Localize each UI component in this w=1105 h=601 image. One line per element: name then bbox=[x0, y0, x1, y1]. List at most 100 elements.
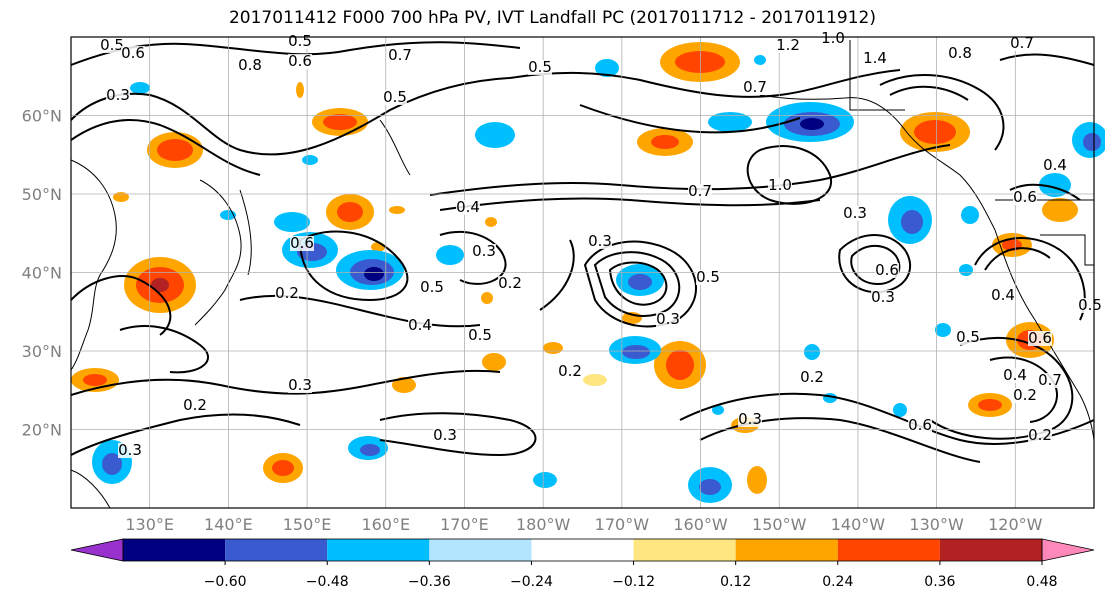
contour-label-bg bbox=[183, 398, 207, 413]
colorbar-labels: −0.60 −0.48 −0.36 −0.24 −0.12 0.12 0.24 0.36 0.4… bbox=[204, 561, 1058, 590]
contour-label-bg bbox=[238, 58, 262, 73]
contour-label-bg bbox=[1028, 331, 1052, 346]
contour-label: 0.3 bbox=[656, 310, 680, 328]
longitude-label: 120°W bbox=[988, 515, 1043, 534]
colorbar-segment bbox=[123, 539, 226, 561]
contour-label: 0.5 bbox=[100, 36, 124, 54]
longitude-label: 180°W bbox=[516, 515, 571, 534]
colorbar-segment bbox=[735, 539, 838, 561]
positive-anomalies bbox=[71, 42, 1078, 494]
contour-label-bg bbox=[743, 80, 767, 95]
contour-label: 0.2 bbox=[1013, 386, 1037, 404]
contour-label-bg bbox=[288, 34, 312, 49]
contour-label-bg bbox=[821, 31, 845, 46]
contour-label: 0.2 bbox=[498, 274, 522, 292]
contour-label-bg bbox=[433, 428, 457, 443]
colorbar-segment bbox=[837, 539, 940, 561]
contour-label-bg bbox=[456, 200, 480, 215]
longitude-labels: 130°E 140°E 150°E 160°E 170°E 180°W 170°W 160°W… bbox=[125, 515, 1042, 534]
colorbar-tick-label: −0.12 bbox=[612, 574, 655, 590]
contour-label-bg bbox=[288, 54, 312, 69]
contour-label: 0.3 bbox=[433, 426, 457, 444]
contour-label-bg bbox=[288, 378, 312, 393]
colorbar-outline bbox=[122, 538, 1043, 562]
contour-label-bg bbox=[908, 418, 932, 433]
contour-labels: 0.50.60.80.30.50.60.50.70.50.71.2 1.01.4 0… bbox=[100, 29, 1102, 459]
longitude-label: 160°W bbox=[673, 515, 728, 534]
longitude-label: 130°W bbox=[909, 515, 964, 534]
longitude-label: 170°W bbox=[595, 515, 650, 534]
contour-label-bg bbox=[843, 206, 867, 221]
contour-label-bg bbox=[776, 38, 800, 53]
latitude-labels: 60°N 50°N 40°N 30°N 20°N bbox=[22, 107, 62, 440]
contour-label-bg bbox=[290, 236, 314, 251]
colorbar-tick-label: −0.36 bbox=[408, 574, 451, 590]
contour-label: 0.2 bbox=[275, 284, 299, 302]
contour-label-bg bbox=[420, 280, 444, 295]
contour-label: 0.7 bbox=[688, 182, 712, 200]
contour-label-bg bbox=[121, 46, 145, 61]
contour-label: 0.3 bbox=[738, 410, 762, 428]
contour-label: 0.5 bbox=[696, 268, 720, 286]
contour-label: 0.5 bbox=[468, 326, 492, 344]
gridlines bbox=[71, 37, 1094, 508]
contour-label-bg bbox=[106, 88, 130, 103]
contour-label-bg bbox=[1078, 298, 1102, 313]
colorbar-max-extension bbox=[1041, 538, 1095, 562]
contour-label: 0.3 bbox=[118, 441, 142, 459]
colorbar-segment bbox=[531, 539, 634, 561]
contour-label: 0.7 bbox=[743, 78, 767, 96]
anomaly-shading bbox=[71, 42, 1105, 503]
contour-label-bg bbox=[656, 312, 680, 327]
latitude-label: 30°N bbox=[22, 342, 62, 361]
contour-label: 0.6 bbox=[875, 261, 899, 279]
negative-anomalies bbox=[92, 55, 1105, 503]
latitude-label: 60°N bbox=[22, 107, 62, 126]
contour-label-bg bbox=[528, 60, 552, 75]
colorbar-segment bbox=[327, 539, 430, 561]
contour-label-bg bbox=[1013, 190, 1037, 205]
contour-label: 0.3 bbox=[843, 204, 867, 222]
contour-label-bg bbox=[388, 48, 412, 63]
contour-label: 0.5 bbox=[956, 328, 980, 346]
contour-label-bg bbox=[558, 364, 582, 379]
colorbar-tick-label: 0.12 bbox=[720, 574, 751, 590]
contour-label-bg bbox=[1038, 373, 1062, 388]
colorbar-tick-label: −0.24 bbox=[510, 574, 553, 590]
colorbar-segment bbox=[633, 539, 736, 561]
latitude-label: 20°N bbox=[22, 421, 62, 440]
contour-label-bg bbox=[800, 370, 824, 385]
longitude-label: 170°E bbox=[440, 515, 489, 534]
contour-label-bg bbox=[948, 46, 972, 61]
contour-label-bg bbox=[1010, 36, 1034, 51]
contour-label: 1.2 bbox=[776, 36, 800, 54]
contour-label: 0.4 bbox=[456, 198, 480, 216]
contour-label: 0.2 bbox=[800, 368, 824, 386]
contour-label: 0.7 bbox=[1010, 34, 1034, 52]
contour-label-bg bbox=[1028, 428, 1052, 443]
contour-label: 0.4 bbox=[408, 316, 432, 334]
contour-label: 0.5 bbox=[288, 32, 312, 50]
contour-label: 0.4 bbox=[1043, 156, 1067, 174]
contour-label: 0.5 bbox=[383, 88, 407, 106]
contour-label-bg bbox=[588, 234, 612, 249]
colorbar-min-extension bbox=[70, 538, 124, 562]
contour-label-bg bbox=[863, 51, 887, 66]
latitude-label: 40°N bbox=[22, 264, 62, 283]
contour-label: 0.8 bbox=[238, 56, 262, 74]
contour-label: 0.6 bbox=[1013, 188, 1037, 206]
colorbar-tick-label: 0.48 bbox=[1026, 574, 1057, 590]
contour-label-bg bbox=[688, 184, 712, 199]
contour-label: 0.2 bbox=[183, 396, 207, 414]
contour-label: 0.2 bbox=[558, 362, 582, 380]
contour-label: 0.6 bbox=[908, 416, 932, 434]
coastlines bbox=[70, 40, 1095, 509]
contour-label-bg bbox=[472, 244, 496, 259]
contour-label: 0.5 bbox=[1078, 296, 1102, 314]
contour-label: 0.7 bbox=[1038, 371, 1062, 389]
contour-label-bg bbox=[498, 276, 522, 291]
colorbar-segment bbox=[429, 539, 532, 561]
colorbar-tick-label: −0.48 bbox=[306, 574, 349, 590]
contour-label: 0.5 bbox=[528, 58, 552, 76]
